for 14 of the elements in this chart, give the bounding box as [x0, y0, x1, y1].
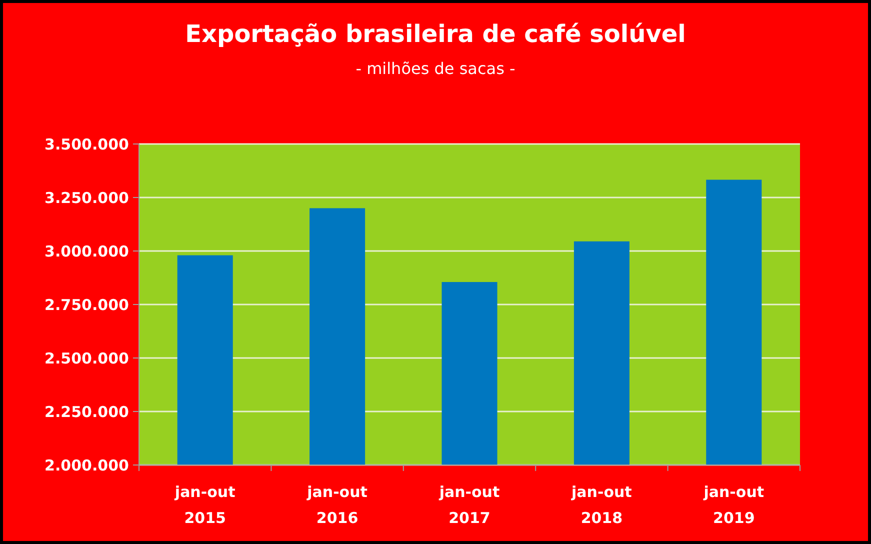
x-tick-label: jan-out 2018 [570, 483, 632, 527]
y-tick-label: 2.500.000 [44, 349, 129, 368]
x-tick-label: jan-out 2019 [702, 483, 764, 527]
y-tick-label: 2.250.000 [44, 402, 129, 421]
y-tick-label: 3.250.000 [44, 188, 129, 207]
y-tick-label: 3.500.000 [44, 135, 129, 154]
y-tick-label: 2.000.000 [44, 456, 129, 474]
x-tick-label: jan-out 2016 [306, 483, 368, 527]
y-tick-label: 3.000.000 [44, 242, 129, 260]
x-tick-label: jan-out 2017 [438, 483, 500, 527]
chart-title: Exportação brasileira de café solúvel [185, 20, 686, 48]
x-tick-label: jan-out 2015 [174, 483, 236, 527]
chart-subtitle: - milhões de sacas - [356, 59, 516, 78]
y-tick-label: 2.750.000 [44, 296, 129, 314]
